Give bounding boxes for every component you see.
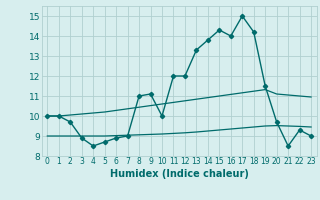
X-axis label: Humidex (Indice chaleur): Humidex (Indice chaleur) — [110, 169, 249, 179]
